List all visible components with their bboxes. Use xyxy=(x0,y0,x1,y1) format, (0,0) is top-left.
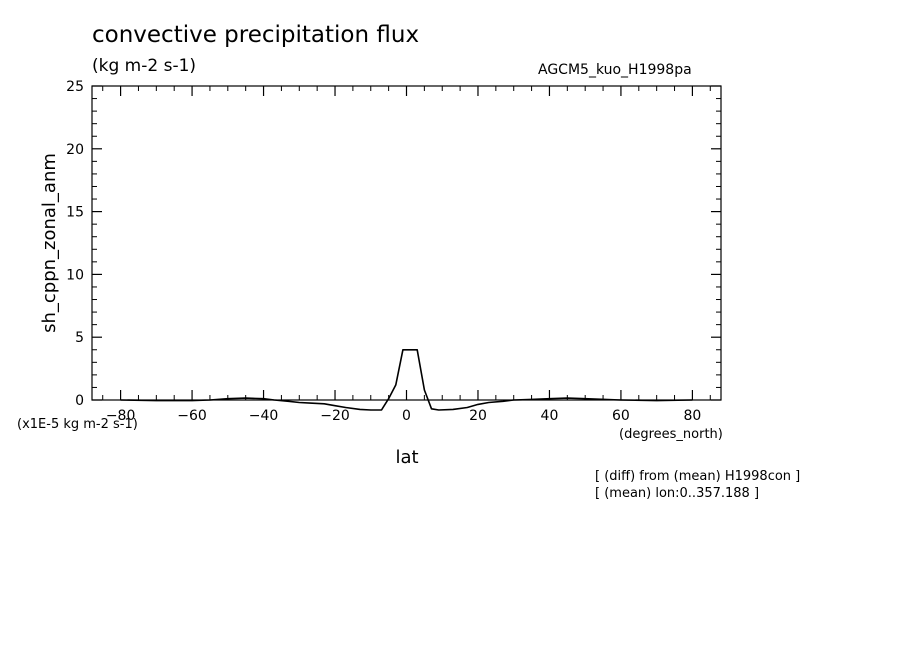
plot-frame xyxy=(91,85,722,401)
y-tick-labels: 0 5 10 15 20 25 xyxy=(66,79,84,409)
x-tick-label: −80 xyxy=(106,408,136,424)
x-tick-label: −20 xyxy=(320,408,350,424)
run-name: AGCM5_kuo_H1998pa xyxy=(538,62,692,78)
x-tick-label: −40 xyxy=(249,408,279,424)
y-tick-label: 0 xyxy=(75,393,84,409)
y-tick-label: 15 xyxy=(66,205,84,221)
y-axis-label: sh_cppn_zonal_anm xyxy=(39,153,60,333)
chart-title: convective precipitation flux xyxy=(92,22,420,48)
mean-note: [ (mean) lon:0..357.188 ] xyxy=(595,486,760,501)
diff-note: [ (diff) from (mean) H1998con ] xyxy=(595,469,801,484)
x-tick-label: 0 xyxy=(402,408,411,424)
x-axis-units: (degrees_north) xyxy=(619,427,723,442)
chart-units: (kg m-2 s-1) xyxy=(92,56,197,76)
y-tick-label: 20 xyxy=(66,142,84,158)
y-tick-label: 5 xyxy=(75,330,84,346)
x-tick-label: 60 xyxy=(612,408,630,424)
y-axis-units: (x1E-5 kg m-2 s-1) xyxy=(17,417,138,432)
x-tick-label: 40 xyxy=(541,408,559,424)
x-axis-label: lat xyxy=(395,447,418,468)
major-ticks xyxy=(92,85,721,401)
series-line xyxy=(120,349,693,411)
x-tick-labels: −80 −60 −40 −20 0 20 40 60 80 xyxy=(106,408,702,424)
minor-ticks xyxy=(92,86,721,400)
x-tick-label: 80 xyxy=(683,408,701,424)
y-tick-label: 10 xyxy=(66,267,84,283)
x-tick-label: 20 xyxy=(469,408,487,424)
x-tick-label: −60 xyxy=(177,408,207,424)
y-tick-label: 25 xyxy=(66,79,84,95)
